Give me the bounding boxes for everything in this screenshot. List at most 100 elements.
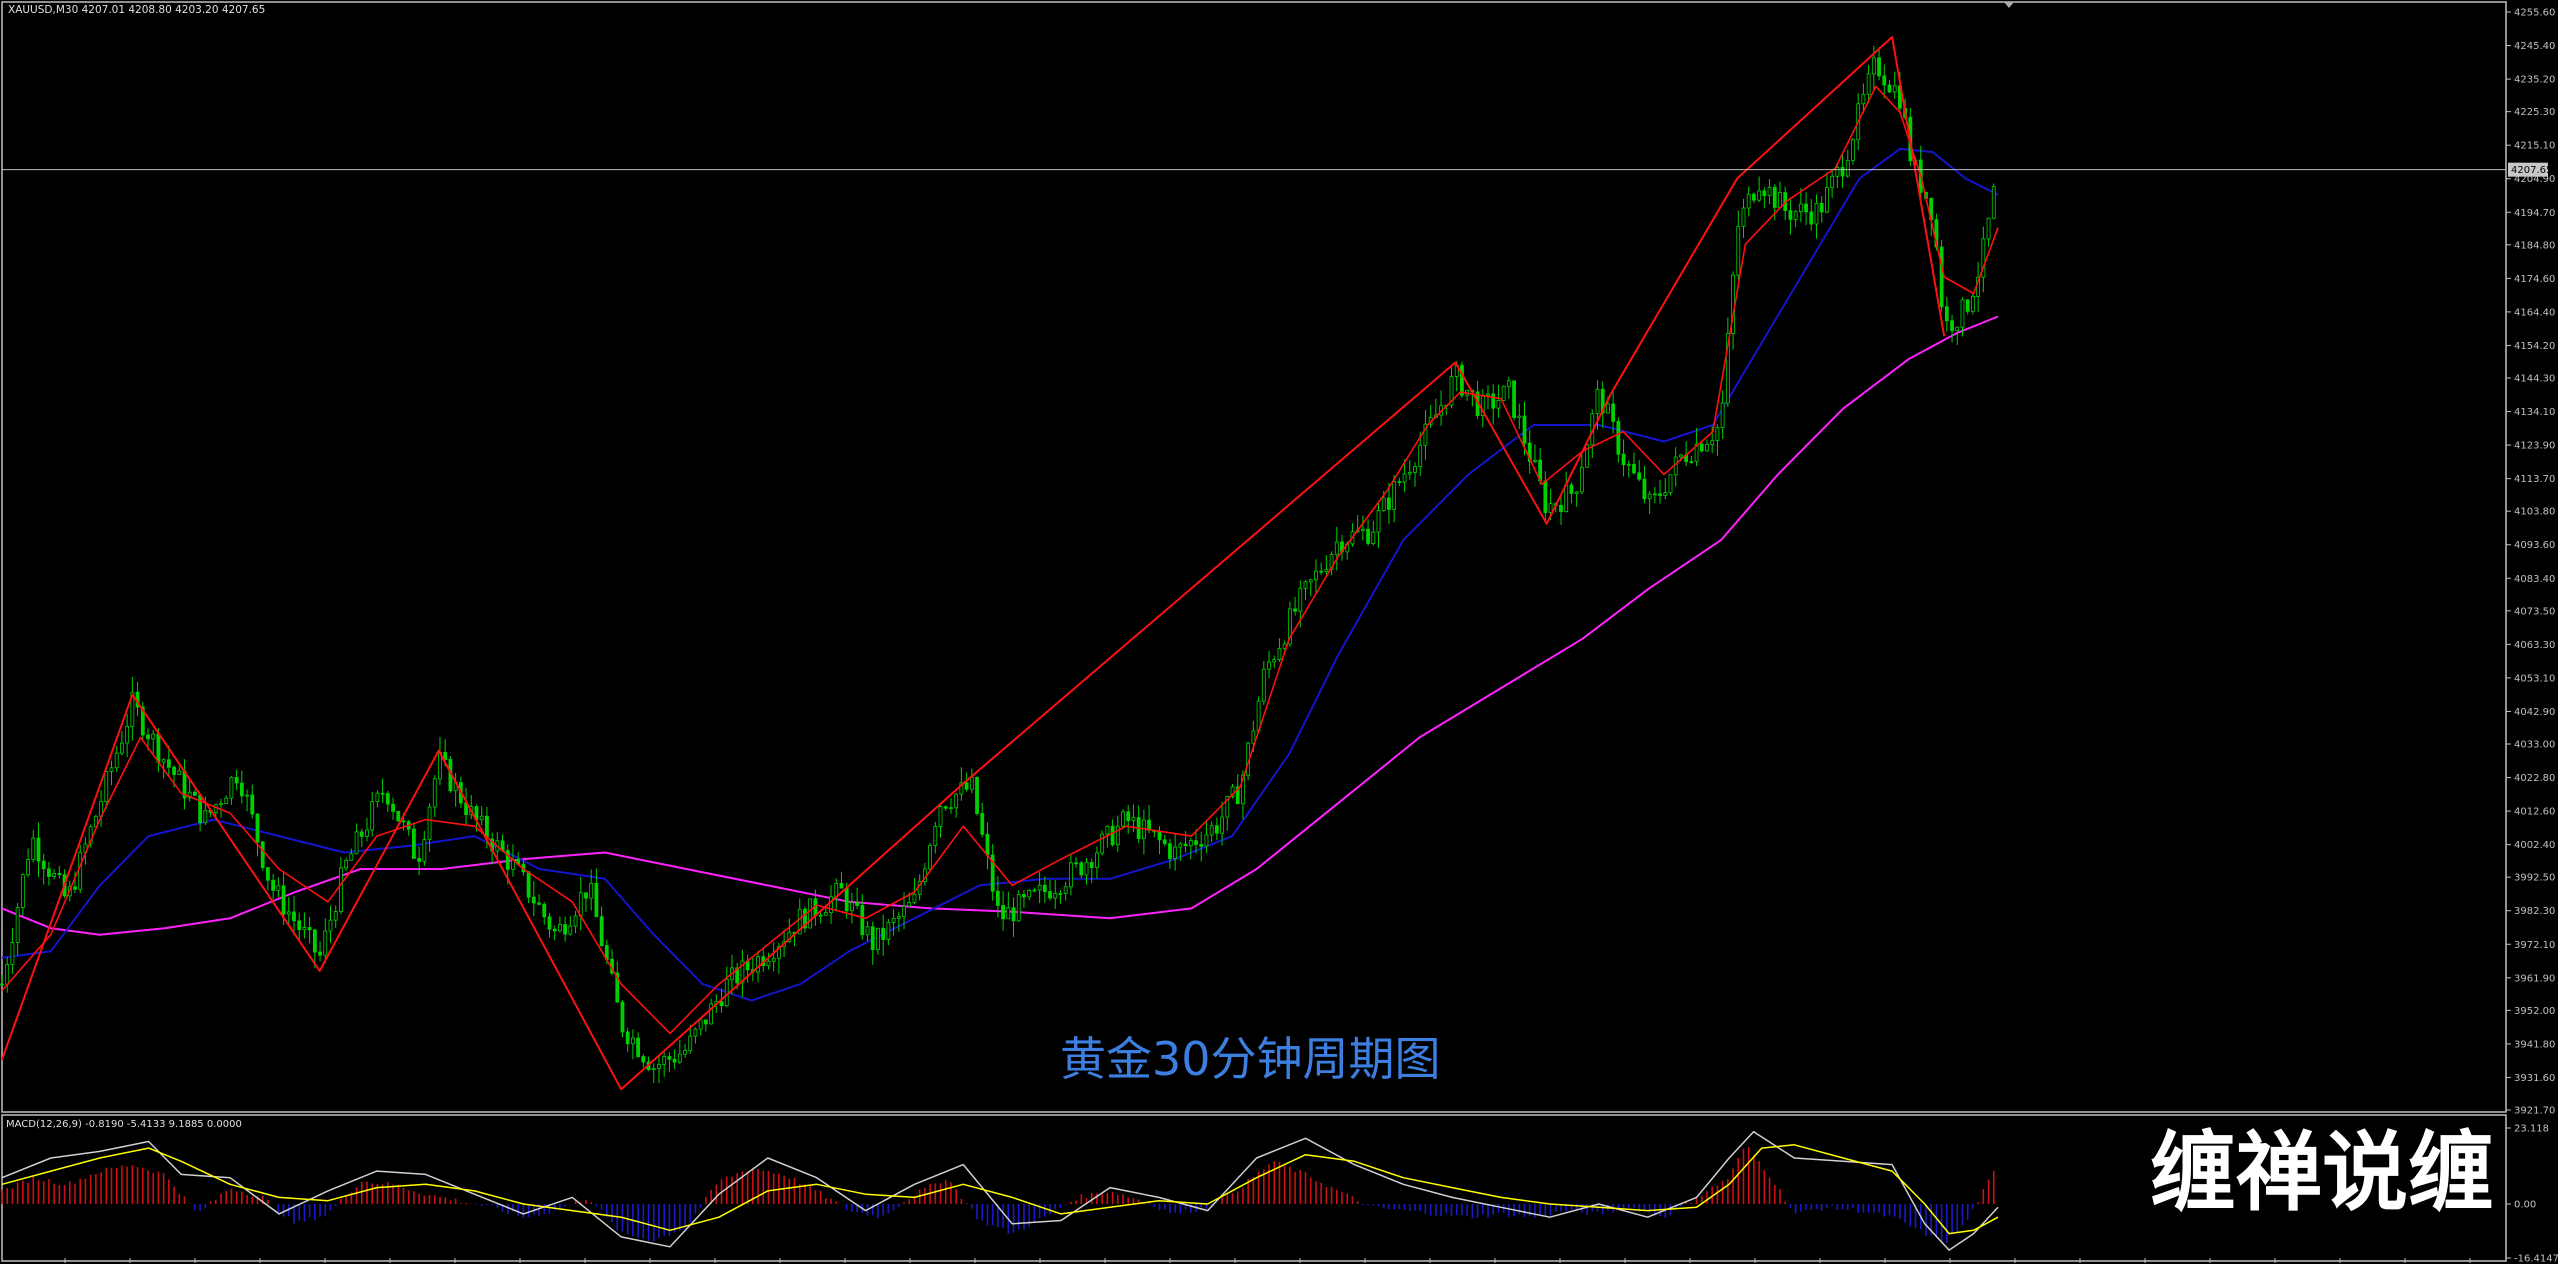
candle-body [1371, 531, 1376, 544]
candle-body [620, 1001, 625, 1033]
price-tick-label: 4002.40 [2514, 840, 2555, 851]
candle-body [1694, 443, 1699, 463]
macd-signal-path [1, 1144, 1999, 1235]
candle-body [417, 858, 422, 862]
candle-body [161, 759, 166, 763]
candle-body [1746, 193, 1751, 209]
candle-body [1334, 541, 1339, 555]
candle-body [224, 797, 229, 804]
candle-body [1037, 884, 1042, 891]
price-tick-label: 3931.60 [2514, 1073, 2555, 1084]
candle-body [902, 905, 906, 918]
candle-body [1725, 333, 1730, 404]
candle-body [370, 801, 375, 831]
candle-body [1027, 889, 1032, 898]
candle-body [401, 820, 406, 823]
candle-body [1632, 463, 1636, 474]
candle-body [234, 777, 239, 784]
watermark-caption: 黄金30分钟周期图 [1060, 1032, 1441, 1086]
candle-body [552, 928, 557, 932]
candle-body [307, 927, 312, 931]
candle-body [1115, 825, 1120, 846]
candle-body [1173, 846, 1178, 859]
macd-signal-line [1, 1144, 1999, 1235]
candle-body [198, 794, 203, 823]
candle-body [0, 983, 4, 986]
candle-body [1095, 852, 1099, 868]
candle-body [1574, 491, 1579, 494]
candle-body [1423, 423, 1428, 446]
macd-tick-label: 23.118 [2514, 1124, 2549, 1135]
candle-body [1413, 466, 1417, 473]
candle-body [1162, 839, 1167, 845]
candle-body [1778, 192, 1782, 208]
candle-body [943, 806, 948, 809]
candle-body [839, 882, 844, 889]
candle-body [339, 867, 343, 912]
candle-body [1809, 211, 1814, 225]
candle-body [140, 706, 145, 736]
candle-body [1804, 203, 1808, 213]
candle-body [740, 960, 745, 984]
candle-body [1329, 554, 1334, 570]
candle-body [756, 956, 760, 973]
main-pane-frame [1, 1, 2507, 1113]
candle-body [537, 902, 541, 905]
candle-body [114, 752, 119, 769]
candlestick-series [0, 45, 1996, 1084]
candle-body [109, 767, 114, 772]
candle-body [187, 791, 192, 799]
candle-body [250, 794, 255, 815]
candle-body [542, 903, 547, 918]
candle-body [5, 964, 10, 985]
candle-body [891, 917, 896, 923]
candle-body [1944, 306, 1949, 322]
candle-body [219, 803, 223, 806]
candle-body [151, 733, 156, 740]
candle-body [698, 1019, 703, 1030]
candle-body [860, 905, 865, 936]
candle-body [558, 924, 562, 932]
price-tick-label: 3961.90 [2514, 973, 2555, 984]
candle-body [1235, 786, 1240, 805]
candle-body [1121, 811, 1125, 827]
candle-body [427, 806, 432, 841]
macd-pane-frame [1, 1114, 2507, 1262]
candle-body [1303, 581, 1308, 589]
candle-body [88, 826, 93, 845]
candle-body [1866, 73, 1871, 95]
candle-body [104, 771, 109, 802]
candle-body [907, 902, 912, 907]
candle-body [1188, 840, 1193, 847]
macd-main-line [1, 1130, 1999, 1251]
candle-body [1006, 907, 1011, 920]
candle-body [589, 883, 594, 899]
candle-body [683, 1050, 687, 1055]
candle-body [985, 833, 990, 856]
candle-body [1053, 893, 1058, 899]
candle-body [1277, 648, 1282, 660]
candle-body [1225, 796, 1230, 818]
candle-body [1220, 816, 1224, 834]
candle-body [531, 896, 536, 904]
candle-body [1892, 85, 1897, 93]
candle-body [1016, 894, 1021, 922]
candle-body [443, 752, 448, 760]
candle-body [344, 859, 349, 869]
candle-body [1126, 811, 1131, 822]
candle-body [297, 920, 302, 930]
candle-body [1407, 472, 1412, 475]
candle-body [1204, 834, 1209, 847]
candle-body [1887, 84, 1892, 93]
candle-body [156, 733, 161, 763]
candle-body [1496, 400, 1501, 409]
candle-body [818, 914, 823, 917]
candle-body [1491, 393, 1496, 409]
candle-body [625, 1031, 630, 1045]
candle-body [1621, 453, 1626, 466]
current-price-label: 4207.65 [2511, 165, 2552, 176]
candle-body [1157, 831, 1162, 841]
price-tick-label: 4103.80 [2514, 507, 2555, 518]
candle-body [980, 813, 985, 835]
price-tick-label: 4113.70 [2514, 474, 2555, 485]
